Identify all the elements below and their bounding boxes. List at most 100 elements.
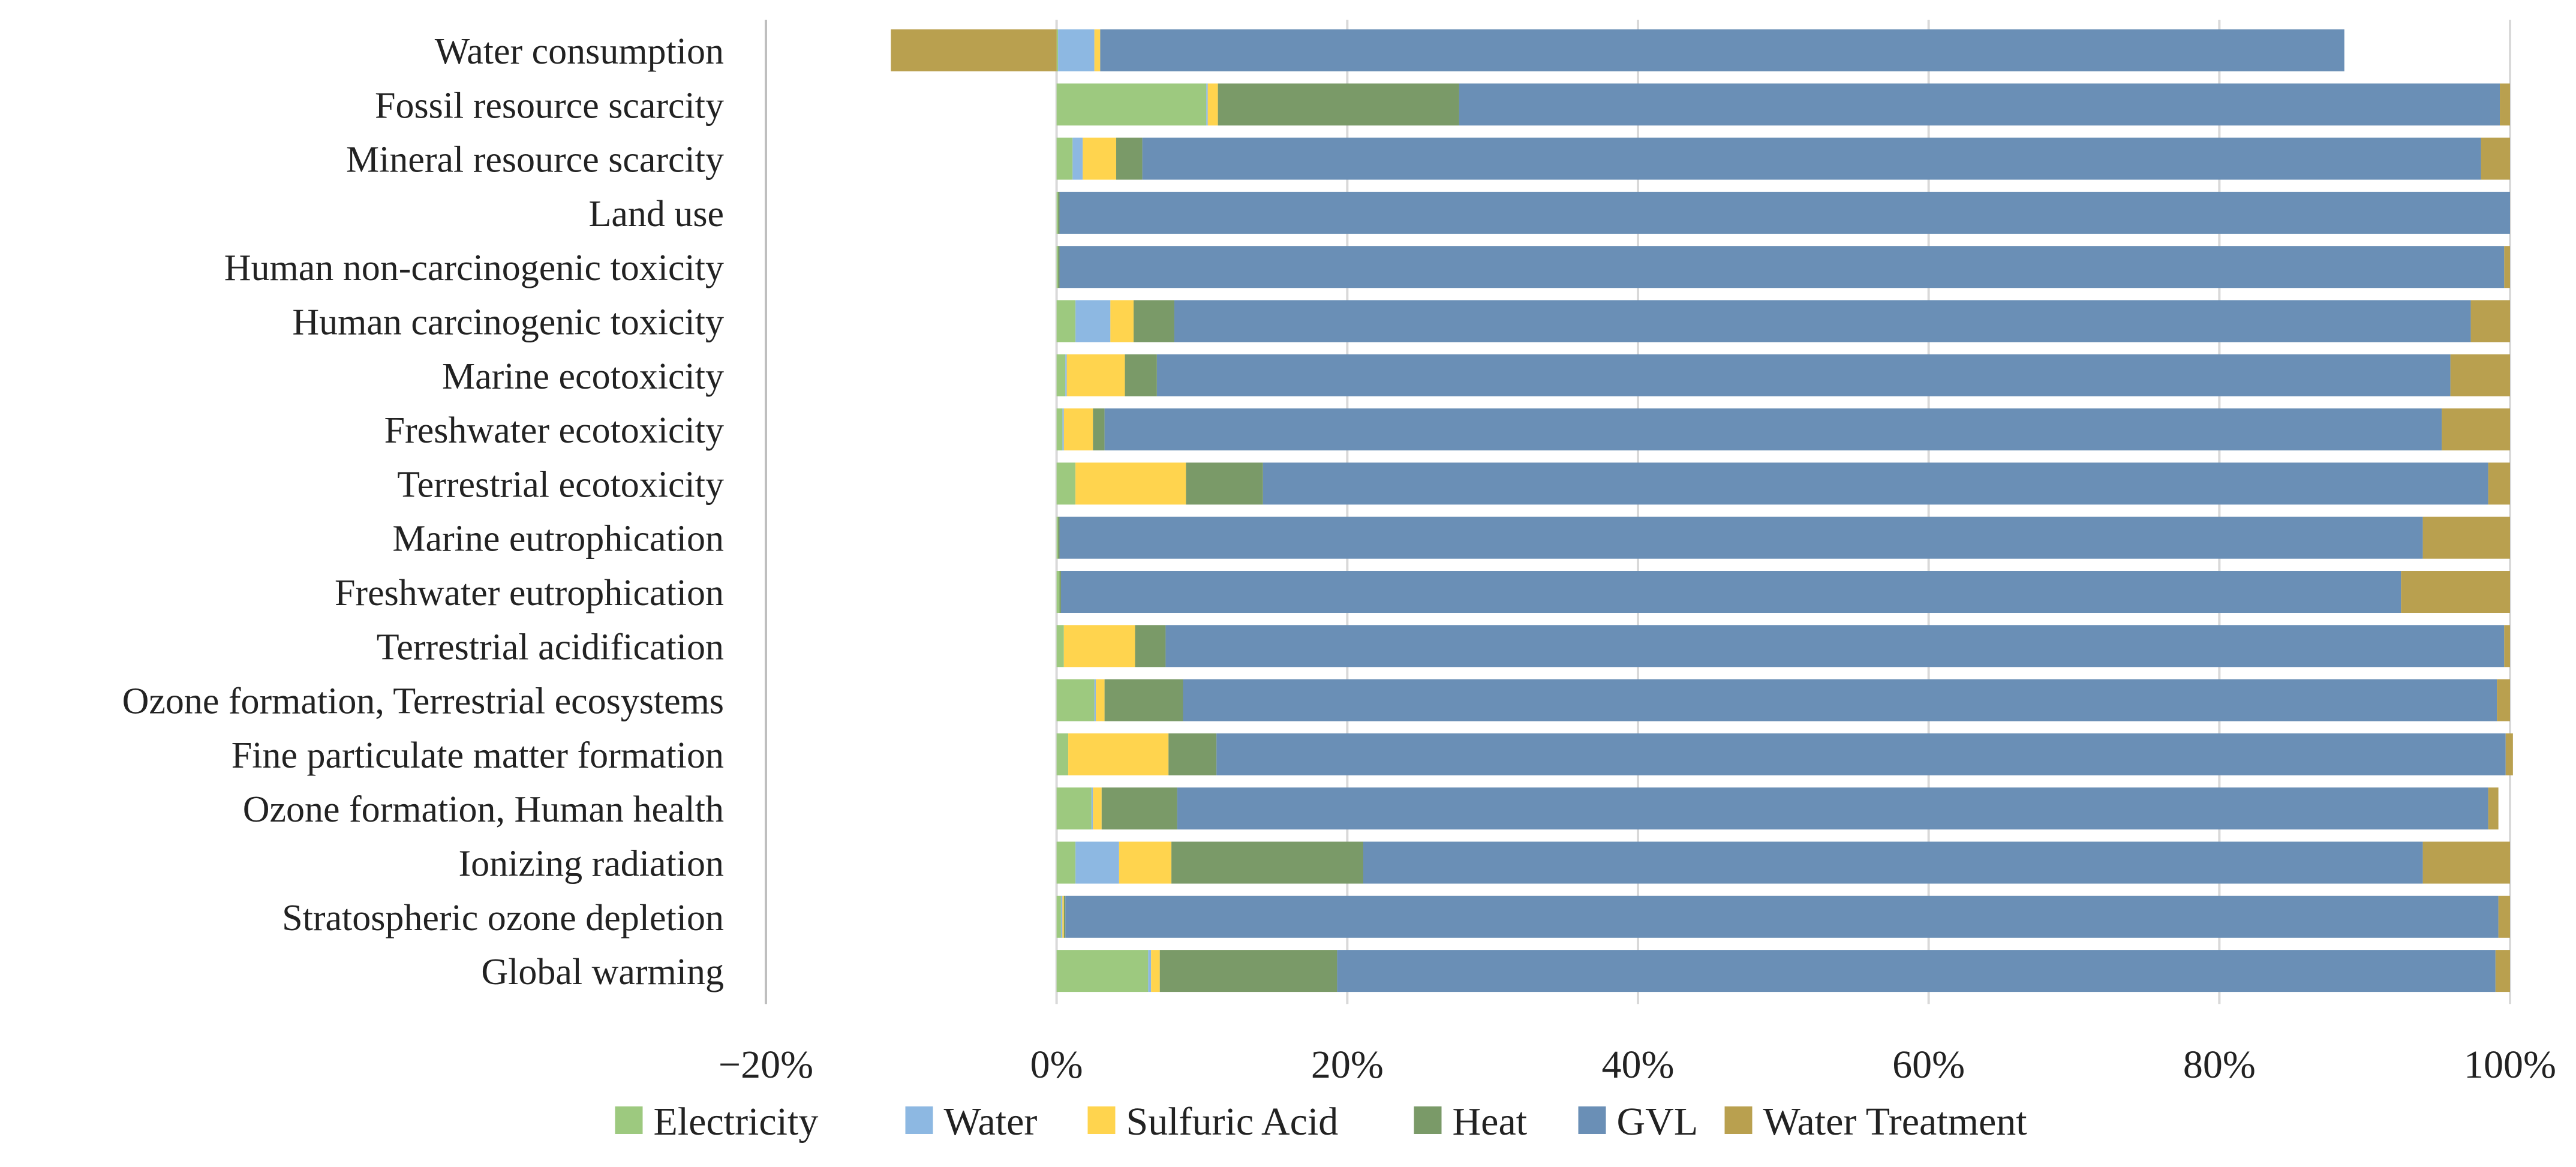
- bar-segment-electricity: [1056, 191, 1059, 234]
- x-axis-ticks: −20% 0% 20% 40% 60% 80% 100%: [719, 1043, 2556, 1087]
- bar-segment-water-treatment: [2504, 625, 2510, 667]
- bar-segment-water: [1062, 408, 1064, 451]
- legend-item-heat: Heat: [1414, 1100, 1527, 1144]
- bar-segment-electricity: [1056, 137, 1073, 180]
- bar-segments: [891, 29, 2513, 992]
- bar-segment-heat: [1159, 950, 1337, 992]
- bar-segment-heat: [1171, 841, 1363, 884]
- bar-segment-heat: [1218, 83, 1459, 126]
- category-label: Fossil resource scarcity: [375, 85, 724, 126]
- bar-segment-water-treatment: [2488, 462, 2510, 505]
- x-tick-label: 100%: [2464, 1043, 2556, 1087]
- legend-item-electricity: Electricity: [615, 1100, 818, 1144]
- bar-segment-electricity: [1056, 950, 1149, 992]
- bar-segment-gvl: [1165, 625, 2505, 667]
- bar-segment-electricity: [1056, 841, 1076, 884]
- legend-label: Water Treatment: [1763, 1100, 2027, 1144]
- bar-segment-water-treatment: [2505, 733, 2513, 775]
- bar-segment-gvl: [1174, 300, 2471, 342]
- bar-segment-sulfuric-acid: [1207, 83, 1218, 126]
- bar-segment-sulfuric-acid: [1068, 733, 1169, 775]
- bar-segment-sulfuric-acid: [1094, 29, 1101, 71]
- bar-segment-water: [1075, 300, 1111, 342]
- bar-segment-heat: [1135, 625, 1166, 667]
- legend-item-sulfuric-acid: Sulfuric Acid: [1087, 1100, 1339, 1144]
- legend-swatch: [615, 1106, 643, 1134]
- category-label: Terrestrial ecotoxicity: [397, 464, 724, 505]
- bar-segment-electricity: [1056, 300, 1076, 342]
- x-tick-label: 40%: [1602, 1043, 1675, 1087]
- legend-swatch: [1414, 1106, 1442, 1134]
- category-label: Ionizing radiation: [459, 844, 724, 885]
- legend-label: GVL: [1617, 1100, 1699, 1144]
- bar-segment-water-treatment: [2422, 841, 2510, 884]
- legend-swatch: [905, 1106, 933, 1134]
- bar-segment-electricity: [1056, 246, 1059, 288]
- bar-segment-gvl: [1104, 408, 2442, 451]
- bar-segment-heat: [1104, 679, 1183, 721]
- bar-segment-water: [1058, 29, 1095, 71]
- bar-segment-sulfuric-acid: [1093, 787, 1102, 830]
- bar-segment-sulfuric-acid: [1063, 625, 1135, 667]
- legend-swatch: [1724, 1106, 1753, 1134]
- bar-segment-sulfuric-acid: [1066, 354, 1125, 396]
- bar-segment-gvl: [1216, 733, 2506, 775]
- bar-segment-gvl: [1100, 29, 2344, 71]
- bar-segment-gvl: [1059, 191, 2511, 234]
- category-label: Ozone formation, Terrestrial ecosystems: [122, 681, 724, 722]
- bar-segment-gvl: [1059, 516, 2423, 559]
- x-tick-label: 80%: [2183, 1043, 2256, 1087]
- x-tick-label: 60%: [1892, 1043, 1965, 1087]
- bar-segment-heat: [1168, 733, 1217, 775]
- bar-segment-gvl: [1263, 462, 2488, 505]
- bar-segment-water-treatment: [891, 29, 1057, 71]
- bar-segment-heat: [1058, 246, 1060, 288]
- bar-segment-gvl: [1065, 895, 2499, 938]
- bar-segment-water-treatment: [2450, 354, 2510, 396]
- x-tick-label: 0%: [1030, 1043, 1083, 1087]
- bar-segment-heat: [1063, 895, 1066, 938]
- bar-segment-heat: [1125, 354, 1157, 396]
- x-tick-label: 20%: [1311, 1043, 1384, 1087]
- bar-segment-water-treatment: [2500, 83, 2510, 126]
- bar-segment-electricity: [1056, 516, 1059, 559]
- bar-segment-electricity: [1056, 571, 1060, 613]
- bar-segment-water: [1094, 679, 1096, 721]
- bar-segment-water-treatment: [2498, 895, 2510, 938]
- bar-segment-heat: [1134, 300, 1174, 342]
- category-label: Global warming: [481, 952, 724, 992]
- legend-label: Sulfuric Acid: [1126, 1100, 1339, 1144]
- bar-segment-water-treatment: [2497, 679, 2510, 721]
- bar-segment-water-treatment: [2481, 137, 2510, 180]
- category-label: Freshwater ecotoxicity: [384, 410, 724, 451]
- bar-segment-gvl: [1059, 246, 2505, 288]
- bar-segment-heat: [1101, 787, 1177, 830]
- bar-segment-heat: [1116, 137, 1143, 180]
- bar-segment-gvl: [1142, 137, 2481, 180]
- gridlines: [765, 19, 2511, 1004]
- bar-segment-gvl: [1363, 841, 2423, 884]
- bar-segment-gvl: [1156, 354, 2451, 396]
- bar-segment-heat: [1059, 571, 1061, 613]
- bar-segment-water-treatment: [2470, 300, 2510, 342]
- category-label: Marine eutrophication: [392, 519, 724, 560]
- category-label: Terrestrial acidification: [377, 627, 724, 667]
- bar-segment-water-treatment: [2504, 246, 2510, 288]
- bar-segment-sulfuric-acid: [1083, 137, 1117, 180]
- bar-segment-water: [1075, 841, 1119, 884]
- bar-segment-water-treatment: [2401, 571, 2510, 613]
- bar-segment-water-treatment: [2442, 408, 2510, 451]
- bar-segment-water-treatment: [2488, 787, 2499, 830]
- bar-segment-sulfuric-acid: [1119, 841, 1172, 884]
- bar-segment-electricity: [1056, 462, 1076, 505]
- bar-segment-heat: [1186, 462, 1263, 505]
- bar-segment-water: [1148, 950, 1152, 992]
- bar-segment-water-treatment: [2495, 950, 2510, 992]
- bar-segment-electricity: [1056, 83, 1207, 126]
- legend-swatch: [1087, 1106, 1116, 1134]
- category-label: Marine ecotoxicity: [442, 356, 724, 397]
- category-label: Mineral resource scarcity: [346, 140, 724, 181]
- bar-segment-electricity: [1056, 787, 1092, 830]
- bar-segment-electricity: [1056, 408, 1063, 451]
